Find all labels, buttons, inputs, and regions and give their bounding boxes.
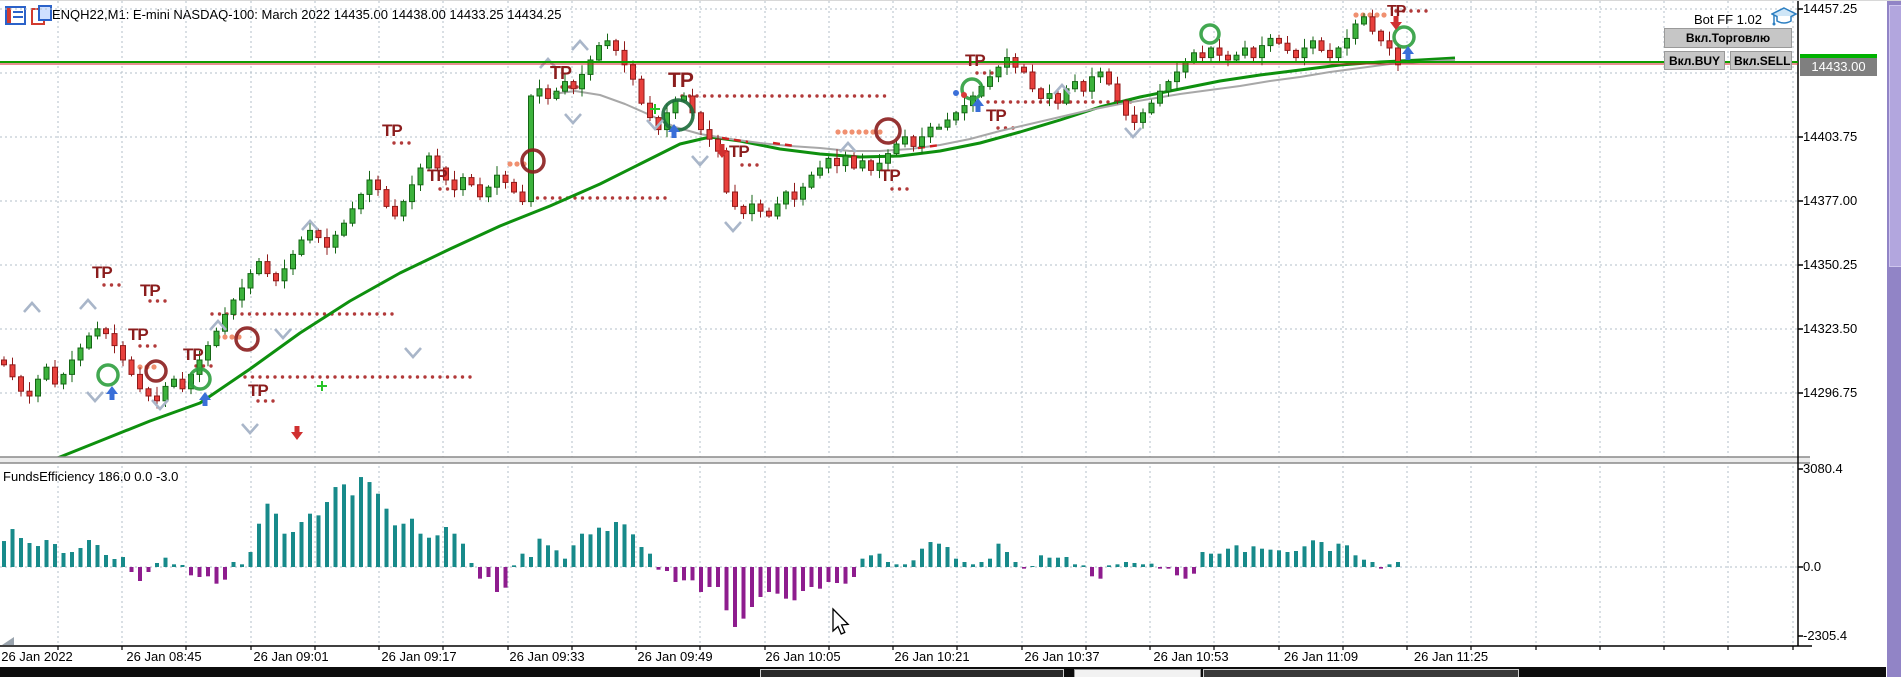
tp-label: TP	[729, 142, 750, 161]
indicator-name-label: FundsEfficiency 186.0 0.0 -3.0	[3, 469, 179, 484]
expert-list-icon-line	[13, 11, 23, 13]
time-axis-label: 26 Jan 09:33	[509, 649, 585, 664]
enable-trading-button[interactable]: Вкл.Торговлю	[1664, 28, 1792, 48]
tp-label: TP	[128, 325, 149, 344]
tp-label: TP	[382, 121, 403, 140]
tp-label: TP	[986, 106, 1007, 125]
chart-title: ENQH22,M1: E-mini NASDAQ-100: March 2022…	[52, 7, 562, 22]
time-axis-label: 26 Jan 10:53	[1153, 649, 1229, 664]
price-axis-label: 14377.00	[1803, 193, 1858, 208]
time-axis-label: 26 Jan 09:01	[253, 649, 329, 664]
time-axis-label: 26 Jan 09:17	[381, 649, 457, 664]
expert-list-icon-line	[13, 16, 23, 18]
indicator-scale-label: 0.0	[1803, 559, 1822, 574]
time-axis-label: 26 Jan 11:25	[1413, 649, 1489, 664]
tp-label: TP	[92, 263, 113, 282]
bot-name-label: Bot FF 1.02	[1694, 12, 1762, 27]
current-price-badge: 14433.00	[1800, 58, 1877, 76]
mouse-cursor	[832, 607, 850, 635]
price-axis-label: 14350.25	[1803, 257, 1858, 272]
enable-sell-button[interactable]: Вкл.SELL	[1730, 51, 1792, 70]
expert-list-icon[interactable]	[5, 6, 26, 25]
bottom-status-strip	[0, 667, 1886, 677]
tp-label: TP	[880, 166, 901, 185]
vertical-scrollbar[interactable]	[1886, 1, 1901, 677]
time-axis-label: 26 Jan 2022	[1, 649, 73, 664]
expert-list-icon-column	[7, 8, 11, 23]
indicator-scale-label: -2305.4	[1803, 628, 1848, 643]
tp-label: TP	[550, 63, 572, 83]
scrollbar-thumb[interactable]	[1889, 5, 1901, 267]
price-axis-label: 14296.75	[1803, 385, 1858, 400]
price-axis-label: 14403.75	[1803, 129, 1858, 144]
time-axis-label: 26 Jan 11:09	[1283, 649, 1359, 664]
time-axis-label: 26 Jan 09:49	[637, 649, 713, 664]
time-axis-label: 26 Jan 08:45	[126, 649, 202, 664]
status-box	[1203, 669, 1519, 677]
tp-label: TP	[427, 166, 448, 185]
tp-label: TP	[183, 345, 204, 364]
tp-label: TP	[248, 381, 269, 400]
chart-windows-icon[interactable]	[31, 5, 52, 25]
time-axis-label: 26 Jan 10:05	[765, 649, 841, 664]
tp-label: TP	[1387, 3, 1406, 20]
tp-label: TP	[965, 51, 986, 70]
status-box	[1074, 669, 1201, 677]
tp-label: TP	[668, 69, 694, 92]
price-axis-label: 14457.25	[1803, 1, 1858, 16]
status-box	[760, 669, 1064, 677]
indicator-scale-label: 3080.4	[1803, 461, 1843, 476]
graduation-cap-icon	[1771, 7, 1797, 26]
ask-price-tick	[1800, 54, 1877, 58]
price-axis-label: 14323.50	[1803, 321, 1858, 336]
tp-label: TP	[140, 281, 161, 300]
time-axis-label: 26 Jan 10:21	[894, 649, 970, 664]
enable-buy-button[interactable]: Вкл.BUY	[1664, 51, 1725, 70]
time-axis-label: 26 Jan 10:37	[1024, 649, 1100, 664]
